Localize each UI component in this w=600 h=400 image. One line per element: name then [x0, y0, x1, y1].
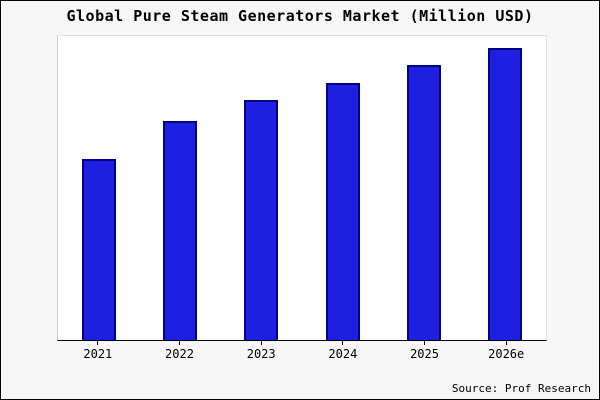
x-tick-text: 2024: [328, 347, 358, 361]
source-credit: Source: Prof Research: [451, 382, 591, 395]
bar-2021: [81, 158, 116, 340]
bar-2023: [244, 100, 279, 340]
x-tick-text: 2026e: [488, 347, 525, 361]
x-axis-labels: 2021 2022 2023 2024 2025 2026e: [57, 341, 547, 367]
bar-slot: [465, 36, 546, 340]
bar-2026e: [488, 47, 523, 340]
bar-slot: [302, 36, 383, 340]
x-tick-text: 2022: [165, 347, 194, 361]
bar-slot: [58, 36, 139, 340]
x-tick-mark: [424, 341, 426, 345]
x-tick-text: 2023: [246, 347, 276, 361]
bar-slot: [383, 36, 464, 340]
plot-area: [57, 35, 547, 341]
bar-slot: [139, 36, 220, 340]
x-tick-label-2025: 2025: [384, 341, 466, 367]
bar-2024: [325, 82, 360, 340]
bar-2022: [162, 120, 197, 340]
x-tick-mark: [179, 341, 180, 345]
x-tick-label-2021: 2021: [57, 341, 139, 367]
x-tick-mark: [97, 341, 99, 345]
x-tick-label-2026e: 2026e: [465, 341, 547, 367]
bar-2025: [406, 65, 441, 340]
x-tick-label-2023: 2023: [220, 341, 302, 367]
x-tick-mark: [505, 341, 507, 345]
bar-slot: [221, 36, 302, 340]
x-tick-text: 2025: [410, 347, 439, 361]
x-tick-label-2022: 2022: [139, 341, 221, 367]
x-tick-mark: [342, 341, 344, 345]
x-tick-mark: [260, 341, 262, 345]
chart-title: Global Pure Steam Generators Market (Mil…: [66, 7, 534, 25]
x-tick-label-2024: 2024: [302, 341, 384, 367]
x-tick-text: 2021: [83, 347, 113, 361]
